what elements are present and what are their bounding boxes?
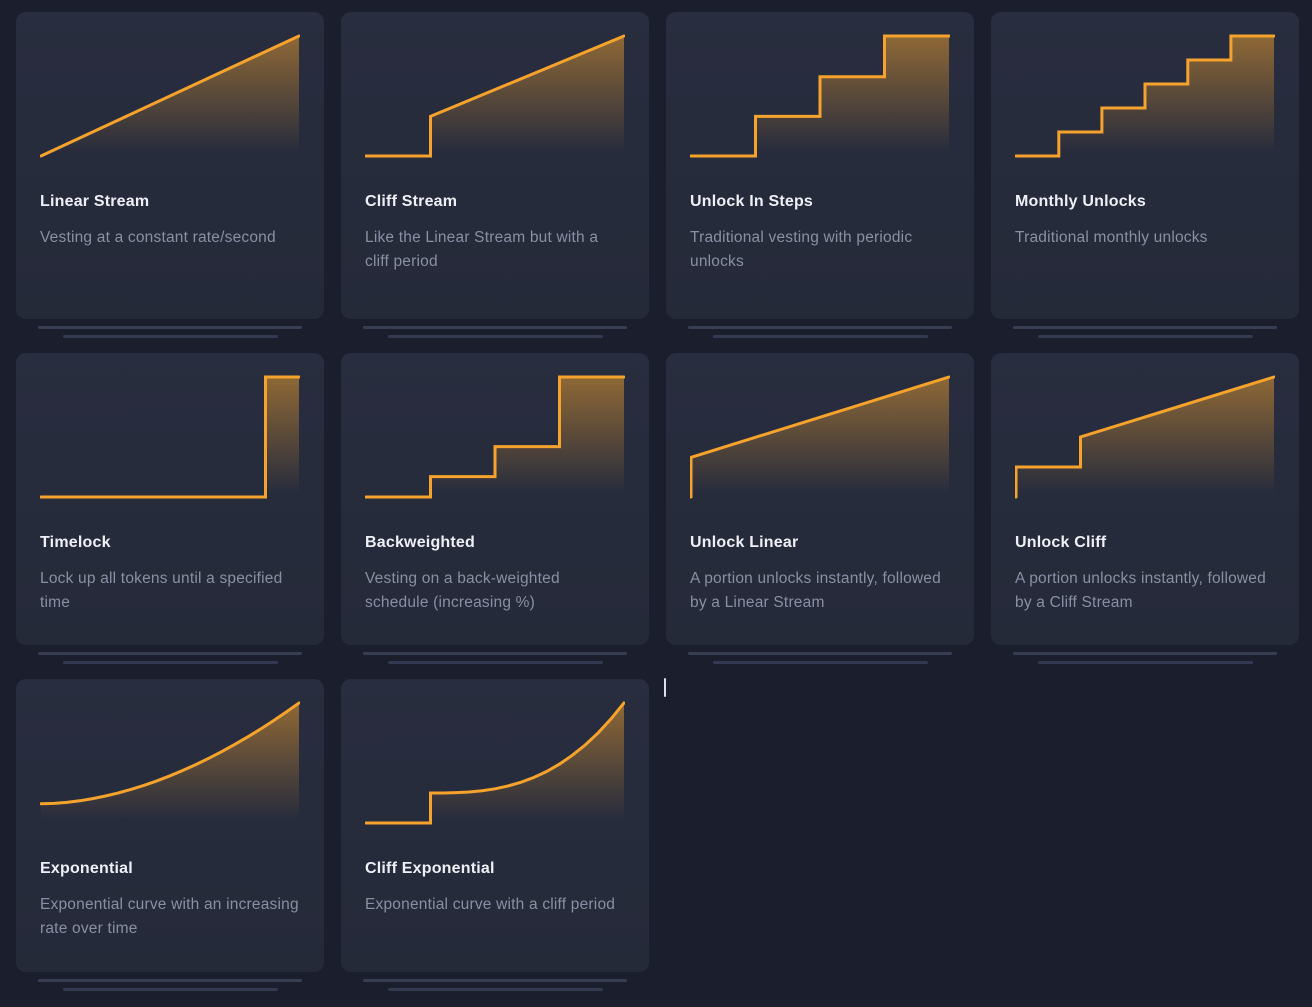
stack-line-1	[363, 979, 627, 982]
stack-line-2	[62, 661, 278, 664]
card-stack-decoration	[341, 979, 649, 991]
stack-line-1	[688, 652, 952, 655]
card-stack-decoration	[666, 652, 974, 664]
vesting-shape-chart	[690, 34, 950, 158]
stack-line-1	[38, 979, 302, 982]
card-description: Lock up all tokens until a specified tim…	[40, 570, 283, 611]
card-stack-decoration	[341, 652, 649, 664]
stack-line-2	[712, 335, 928, 338]
vesting-option-cell: Exponential Exponential curve with an in…	[16, 679, 324, 1006]
vesting-shape-chart	[1015, 34, 1275, 158]
vesting-option-cliff-exponential[interactable]: Cliff Exponential Exponential curve with…	[341, 679, 649, 972]
card-title: Monthly Unlocks	[1015, 193, 1147, 210]
vesting-shape-chart	[40, 375, 300, 499]
stack-line-1	[38, 326, 302, 329]
vesting-option-cell: Unlock In Steps Traditional vesting with…	[666, 12, 974, 353]
vesting-option-cell: Monthly Unlocks Traditional monthly unlo…	[991, 12, 1299, 353]
card-title: Unlock In Steps	[690, 193, 814, 210]
card-stack-decoration	[16, 326, 324, 338]
vesting-option-cell: Timelock Lock up all tokens until a spec…	[16, 353, 324, 679]
vesting-option-exponential[interactable]: Exponential Exponential curve with an in…	[16, 679, 324, 972]
card-title: Unlock Cliff	[1015, 534, 1107, 551]
card-title: Cliff Exponential	[365, 860, 495, 877]
stack-line-1	[363, 326, 627, 329]
vesting-option-backweighted[interactable]: Backweighted Vesting on a back-weighted …	[341, 353, 649, 645]
card-description: Vesting on a back-weighted schedule (inc…	[365, 570, 560, 611]
card-title: Exponential	[40, 860, 133, 877]
card-description: A portion unlocks instantly, followed by…	[1015, 570, 1266, 611]
stack-line-2	[1037, 335, 1253, 338]
card-title: Linear Stream	[40, 193, 150, 210]
card-description: Like the Linear Stream but with a cliff …	[365, 229, 599, 270]
card-stack-decoration	[341, 326, 649, 338]
vesting-option-linear-stream[interactable]: Linear Stream Vesting at a constant rate…	[16, 12, 324, 319]
vesting-option-unlock-cliff[interactable]: Unlock Cliff A portion unlocks instantly…	[991, 353, 1299, 645]
vesting-shape-chart	[365, 701, 625, 825]
card-stack-decoration	[16, 979, 324, 991]
vesting-option-unlock-linear[interactable]: Unlock Linear A portion unlocks instantl…	[666, 353, 974, 645]
card-title: Cliff Stream	[365, 193, 458, 210]
vesting-shape-chart	[365, 375, 625, 499]
vesting-option-timelock[interactable]: Timelock Lock up all tokens until a spec…	[16, 353, 324, 645]
vesting-option-cell: Cliff Stream Like the Linear Stream but …	[341, 12, 649, 353]
stack-line-2	[387, 661, 603, 664]
stack-line-2	[387, 335, 603, 338]
card-description: Exponential curve with an increasing rat…	[40, 896, 299, 937]
card-stack-decoration	[991, 326, 1299, 338]
text-caret	[664, 678, 666, 697]
stack-line-1	[688, 326, 952, 329]
card-description: A portion unlocks instantly, followed by…	[690, 570, 941, 611]
card-title: Backweighted	[365, 534, 475, 551]
vesting-option-cliff-stream[interactable]: Cliff Stream Like the Linear Stream but …	[341, 12, 649, 319]
vesting-shape-chart	[40, 34, 300, 158]
vesting-option-cell: Unlock Cliff A portion unlocks instantly…	[991, 353, 1299, 679]
card-title: Timelock	[40, 534, 111, 551]
vesting-option-cell: Unlock Linear A portion unlocks instantl…	[666, 353, 974, 679]
stack-line-2	[62, 988, 278, 991]
vesting-option-unlock-in-steps[interactable]: Unlock In Steps Traditional vesting with…	[666, 12, 974, 319]
stack-line-1	[363, 652, 627, 655]
stack-line-2	[712, 661, 928, 664]
vesting-option-cell: Backweighted Vesting on a back-weighted …	[341, 353, 649, 679]
card-stack-decoration	[991, 652, 1299, 664]
card-description: Traditional vesting with periodic unlock…	[690, 229, 913, 270]
stack-line-1	[1013, 652, 1277, 655]
vesting-option-cell: Linear Stream Vesting at a constant rate…	[16, 12, 324, 353]
vesting-shape-chart	[365, 34, 625, 158]
card-stack-decoration	[666, 326, 974, 338]
card-description: Traditional monthly unlocks	[1015, 229, 1208, 246]
card-title: Unlock Linear	[690, 534, 799, 551]
stack-line-1	[1013, 326, 1277, 329]
vesting-shape-chart	[1015, 375, 1275, 499]
vesting-option-monthly-unlocks[interactable]: Monthly Unlocks Traditional monthly unlo…	[991, 12, 1299, 319]
stack-line-2	[62, 335, 278, 338]
stack-line-2	[1037, 661, 1253, 664]
card-description: Exponential curve with a cliff period	[365, 896, 616, 913]
card-stack-decoration	[16, 652, 324, 664]
vesting-option-cell: Cliff Exponential Exponential curve with…	[341, 679, 649, 1006]
vesting-shape-chart	[690, 375, 950, 499]
vesting-shape-chart	[40, 701, 300, 823]
stack-line-1	[38, 652, 302, 655]
card-description: Vesting at a constant rate/second	[40, 229, 276, 246]
stack-line-2	[387, 988, 603, 991]
